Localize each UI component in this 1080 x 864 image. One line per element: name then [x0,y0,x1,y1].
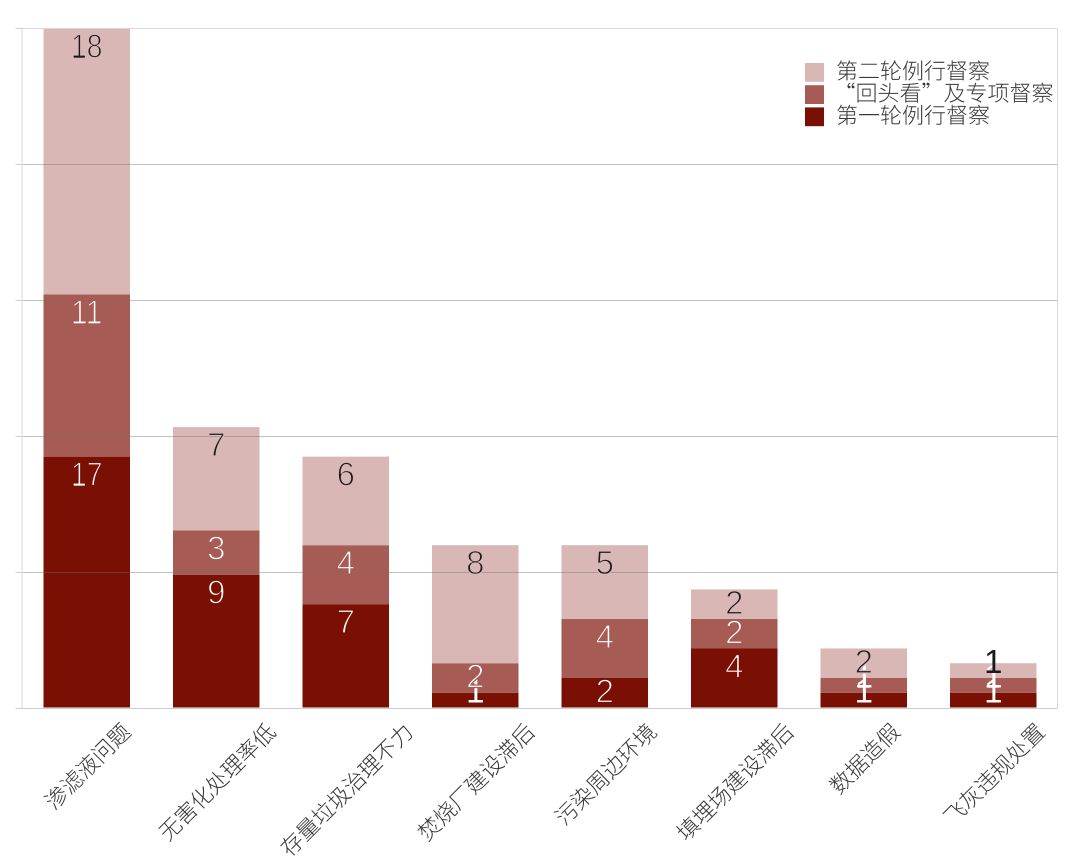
svg-text:7: 7 [337,603,355,640]
svg-text:4: 4 [725,647,743,684]
svg-text:7: 7 [207,426,225,463]
svg-text:7: 7 [207,426,225,463]
svg-text:11: 11 [71,293,103,330]
svg-text:4: 4 [337,544,355,581]
svg-text:5: 5 [596,544,614,581]
svg-text:4: 4 [596,618,614,655]
svg-text:3: 3 [207,529,225,566]
svg-text:6: 6 [337,456,355,493]
svg-text:2: 2 [466,658,484,695]
svg-text:2: 2 [725,584,743,621]
svg-text:8: 8 [466,544,484,581]
svg-text:18: 18 [71,28,103,65]
svg-text:17: 17 [71,456,103,493]
svg-text:4: 4 [596,618,614,655]
svg-text:2: 2 [466,658,484,695]
svg-text:2: 2 [725,613,743,650]
svg-text:9: 9 [207,574,225,611]
svg-text:2: 2 [725,613,743,650]
svg-text:1: 1 [855,658,873,695]
svg-text:5: 5 [596,544,614,581]
svg-text:1: 1 [984,643,1002,680]
svg-text:3: 3 [207,529,225,566]
svg-text:9: 9 [207,574,225,611]
svg-text:6: 6 [337,456,355,493]
svg-text:1: 1 [855,673,873,710]
svg-text:8: 8 [466,544,484,581]
svg-text:4: 4 [725,647,743,684]
svg-text:18: 18 [71,28,103,65]
svg-text:11: 11 [71,293,103,330]
svg-text:2: 2 [725,584,743,621]
svg-text:7: 7 [337,603,355,640]
svg-text:1: 1 [466,673,484,710]
svg-text:1: 1 [984,658,1002,695]
svg-text:2: 2 [855,643,873,680]
svg-text:1: 1 [984,673,1002,710]
svg-text:4: 4 [337,544,355,581]
svg-text:2: 2 [596,673,614,710]
svg-text:2: 2 [596,673,614,710]
svg-text:17: 17 [71,456,103,493]
svg-text:2: 2 [855,643,873,680]
